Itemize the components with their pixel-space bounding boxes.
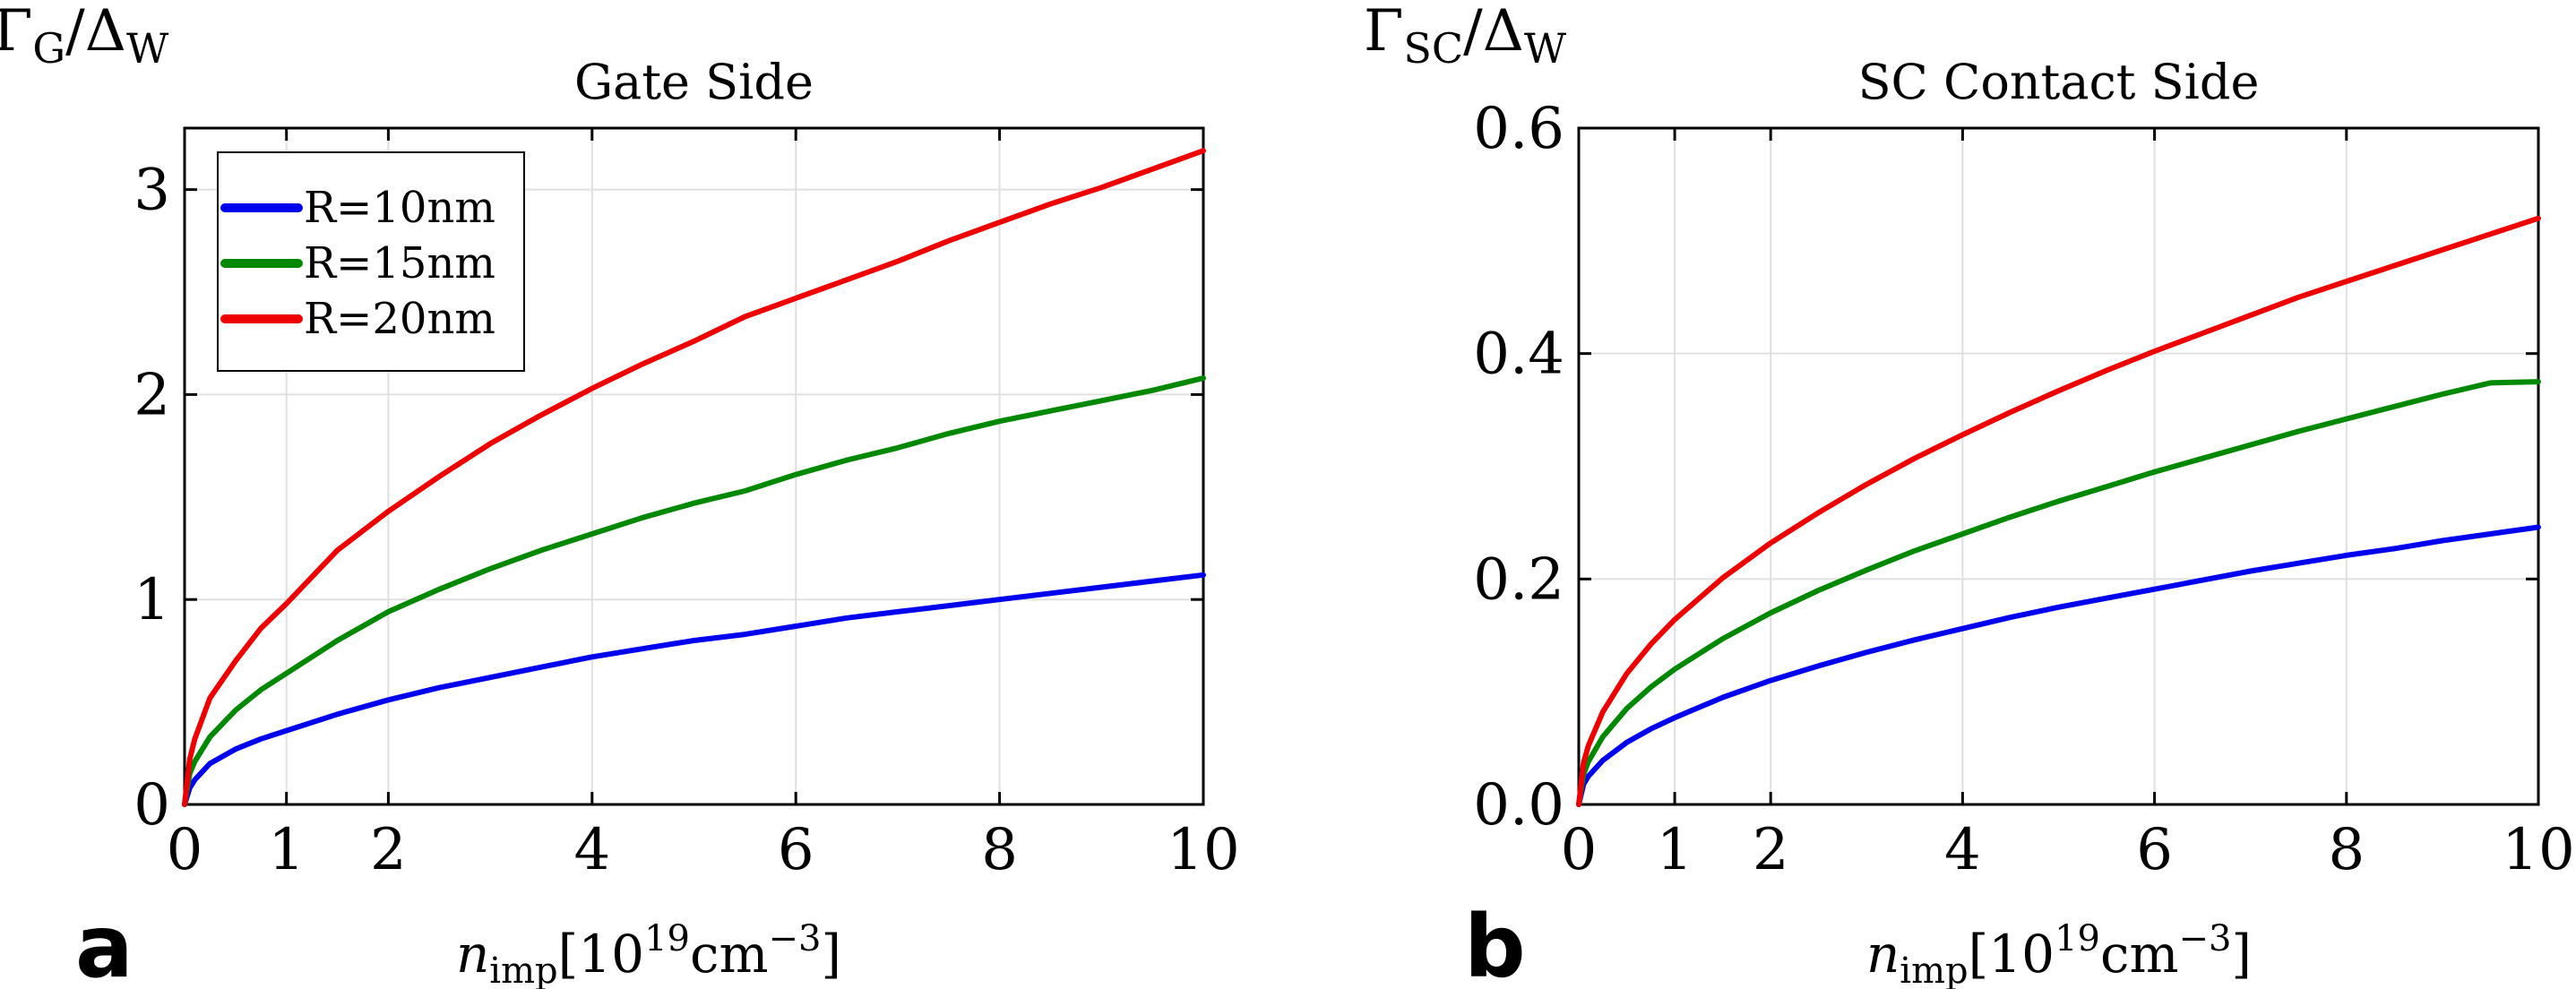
- series-line: [182, 375, 1206, 807]
- y-tick-label: 2: [134, 362, 170, 428]
- y-tick-label: 0.0: [1473, 772, 1564, 838]
- x-tick-label: 4: [1944, 817, 1981, 883]
- series-line: [1576, 524, 2541, 807]
- x-tick-label: 4: [573, 817, 610, 883]
- x-tick-label: 1: [268, 817, 305, 883]
- y-tick-label: 0: [134, 772, 170, 838]
- ticks-b: 0 1 2 4 6 8 10 0.0 0.2 0.4 0.6: [1473, 96, 2575, 883]
- y-tick-label: 0.6: [1473, 96, 1564, 162]
- x-tick-label: 0: [1561, 817, 1598, 883]
- chart-panel-b: 0 1 2 4 6 8 10 0.0 0.2 0.4 0.6 SC Contact Side ΓSC…: [1364, 0, 2575, 989]
- series-lines-b: [1576, 215, 2541, 807]
- chart-title-b: SC Contact Side: [1858, 54, 2260, 110]
- x-tick-label: 8: [981, 817, 1018, 883]
- series-line: [1576, 379, 2541, 807]
- y-tick-label: 3: [134, 158, 170, 224]
- x-tick-label: 10: [1167, 817, 1239, 883]
- grid-b: [1578, 127, 2539, 805]
- legend-label: R=15nm: [304, 238, 495, 288]
- x-tick-label: 1: [1657, 817, 1693, 883]
- legend-label: R=20nm: [304, 294, 495, 344]
- chart-title-a: Gate Side: [574, 54, 814, 110]
- x-axis-label-b: nimp[1019cm−3]: [1866, 918, 2252, 989]
- y-axis-label-b: ΓSC/ΔW: [1364, 0, 1567, 73]
- x-tick-label: 2: [1753, 817, 1789, 883]
- series-line: [1576, 215, 2541, 807]
- x-tick-label: 6: [778, 817, 814, 883]
- y-tick-label: 0.2: [1473, 546, 1564, 613]
- series-line: [182, 148, 1206, 807]
- panel-label-a: a: [75, 897, 134, 989]
- x-tick-label: 8: [2328, 817, 2365, 883]
- x-axis-label-a: nimp[1019cm−3]: [456, 918, 841, 989]
- plot-frame-b: [1577, 126, 2540, 806]
- plot-frame-a: [183, 126, 1205, 806]
- series-lines-a: [182, 148, 1206, 807]
- legend-label: R=10nm: [304, 183, 495, 233]
- x-tick-label: 2: [370, 817, 407, 883]
- panel-label-b: b: [1464, 897, 1526, 989]
- y-axis-label-a: ΓG/ΔW: [0, 0, 169, 73]
- x-tick-label: 0: [167, 817, 203, 883]
- series-line: [182, 572, 1206, 807]
- y-tick-label: 1: [134, 567, 170, 633]
- x-tick-label: 10: [2502, 817, 2574, 883]
- x-tick-label: 6: [2136, 817, 2173, 883]
- y-tick-label: 0.4: [1473, 322, 1564, 388]
